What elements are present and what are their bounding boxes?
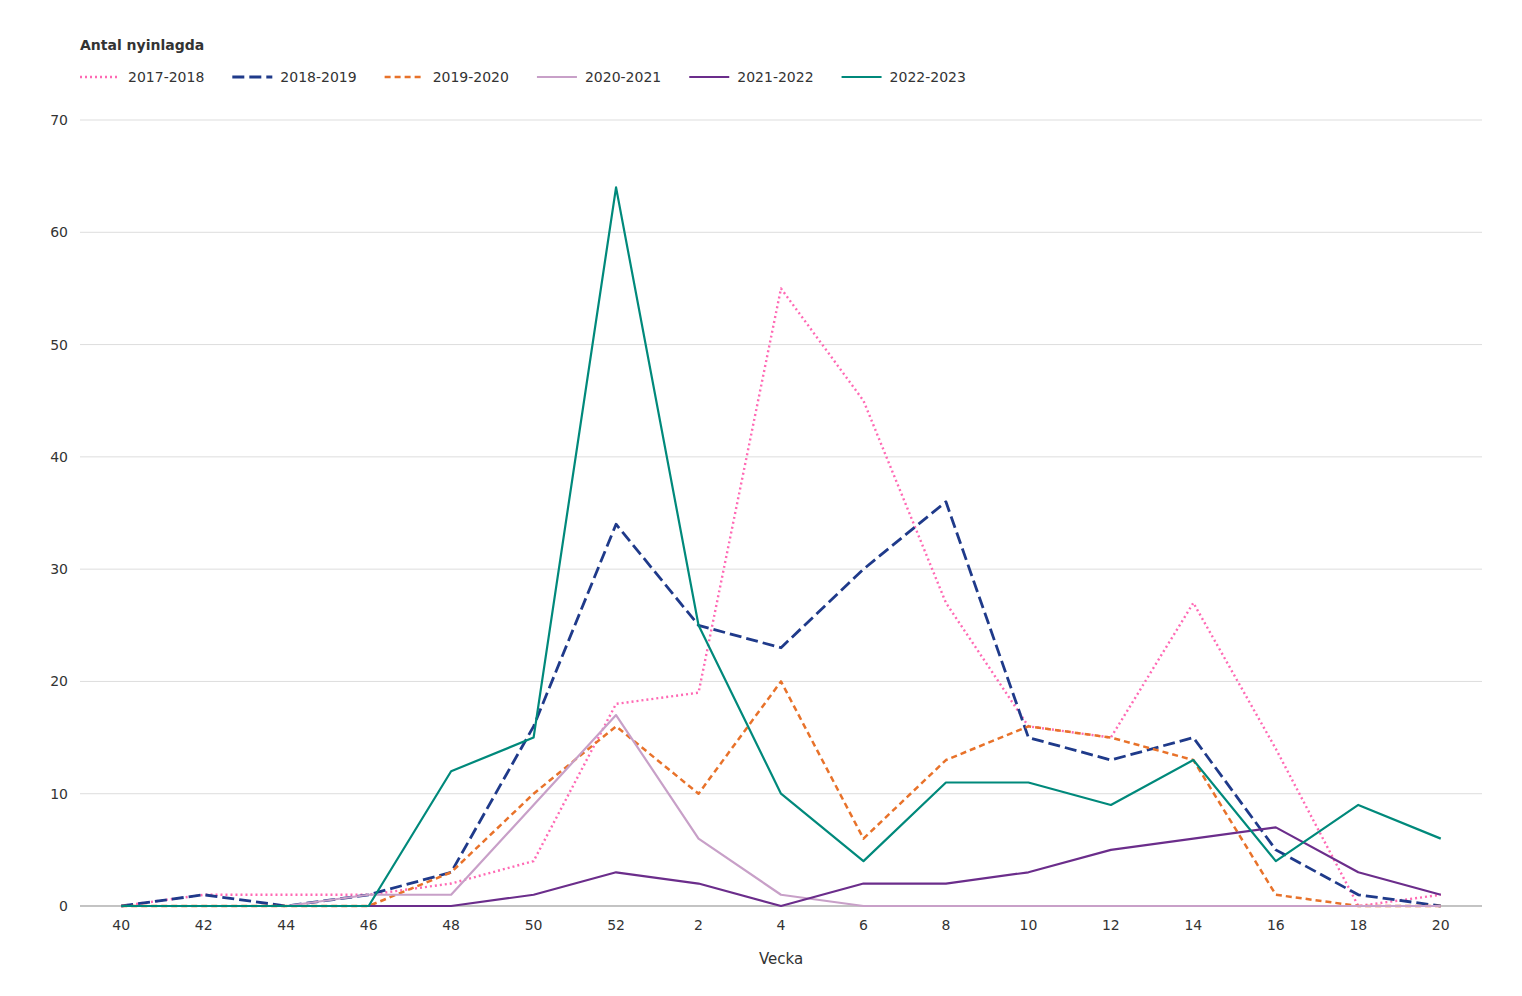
legend-swatch bbox=[385, 76, 425, 79]
x-tick-label: 44 bbox=[277, 917, 295, 933]
y-tick-label: 60 bbox=[50, 224, 68, 240]
legend-swatch bbox=[232, 76, 272, 79]
x-tick-label: 2 bbox=[694, 917, 703, 933]
x-tick-label: 16 bbox=[1267, 917, 1285, 933]
x-tick-label: 18 bbox=[1349, 917, 1367, 933]
x-tick-label: 46 bbox=[360, 917, 378, 933]
legend-swatch bbox=[537, 76, 577, 78]
x-tick-label: 42 bbox=[195, 917, 213, 933]
grid-line bbox=[80, 232, 1482, 233]
grid-line bbox=[80, 120, 1482, 121]
legend-swatch bbox=[689, 76, 729, 78]
grid-line bbox=[80, 456, 1482, 457]
legend-label: 2019-2020 bbox=[433, 69, 509, 85]
x-tick-label: 50 bbox=[525, 917, 543, 933]
y-tick-label: 30 bbox=[50, 561, 68, 577]
x-tick-label: 14 bbox=[1184, 917, 1202, 933]
legend-label: 2018-2019 bbox=[280, 69, 356, 85]
legend-title: Antal nyinlagda bbox=[80, 37, 204, 53]
x-tick-label: 4 bbox=[777, 917, 786, 933]
x-tick-label: 52 bbox=[607, 917, 625, 933]
legend: Antal nyinlagda 2017-2018 2018-2019 2019-20… bbox=[80, 37, 966, 85]
x-tick-label: 8 bbox=[941, 917, 950, 933]
x-tick-label: 12 bbox=[1102, 917, 1120, 933]
x-tick-label: 40 bbox=[112, 917, 130, 933]
legend-label: 2021-2022 bbox=[737, 69, 813, 85]
legend-label: 2020-2021 bbox=[585, 69, 661, 85]
lines bbox=[121, 187, 1441, 906]
legend-label: 2017-2018 bbox=[128, 69, 204, 85]
x-tick-label: 10 bbox=[1019, 917, 1037, 933]
legend-label: 2022-2023 bbox=[890, 69, 966, 85]
grid-line bbox=[80, 344, 1482, 345]
series-line bbox=[121, 502, 1441, 906]
x-axis: 404244464850522468101214161820Vecka bbox=[80, 906, 1482, 968]
y-axis: 0 10 20 30 40 50 60 70 bbox=[50, 112, 1482, 914]
x-tick-label: 20 bbox=[1432, 917, 1450, 933]
grid-line bbox=[80, 569, 1482, 570]
chart: 0102030405060704042444648505224681012141… bbox=[0, 0, 1522, 996]
legend-swatch bbox=[80, 76, 120, 78]
y-tick-label: 20 bbox=[50, 673, 68, 689]
x-tick-label: 6 bbox=[859, 917, 868, 933]
y-tick-label: 70 bbox=[50, 112, 68, 128]
series-line bbox=[121, 187, 1441, 906]
y-tick-label: 10 bbox=[50, 786, 68, 802]
x-axis-label: Vecka bbox=[759, 950, 803, 968]
y-tick-label: 40 bbox=[50, 449, 68, 465]
series-line bbox=[121, 715, 1441, 906]
x-tick-label: 48 bbox=[442, 917, 460, 933]
y-tick-label: 0 bbox=[59, 898, 68, 914]
y-tick-label: 50 bbox=[50, 337, 68, 353]
series-line bbox=[121, 827, 1441, 906]
series-line bbox=[121, 288, 1441, 906]
legend-swatch bbox=[842, 76, 882, 78]
